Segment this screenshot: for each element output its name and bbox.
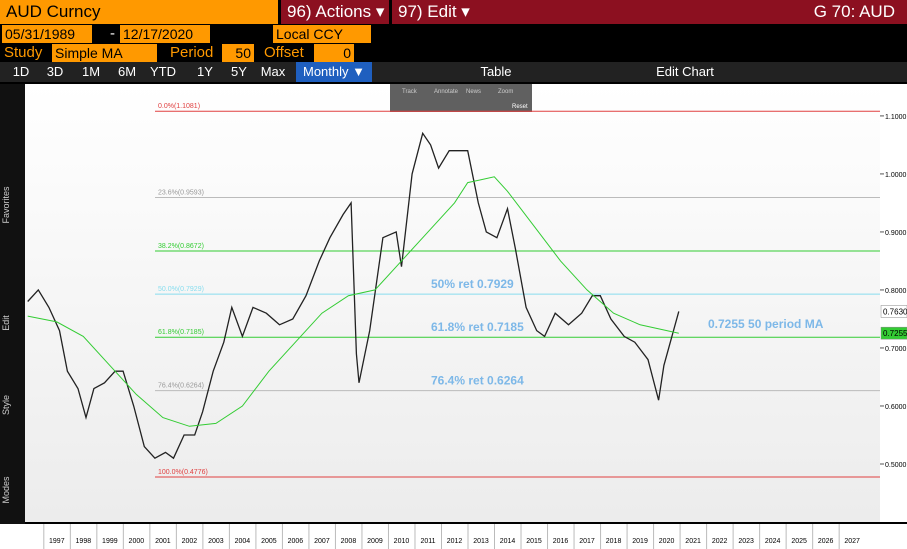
range-button[interactable]: 1M bbox=[81, 64, 101, 79]
x-tick-label: 2007 bbox=[314, 538, 330, 545]
x-tick-label: 2008 bbox=[341, 538, 357, 545]
x-tick-label: 1997 bbox=[49, 538, 65, 545]
start-date[interactable]: 05/31/1989 bbox=[2, 25, 92, 43]
fib-label: 23.6%(0.9593) bbox=[158, 190, 204, 197]
moving-average bbox=[27, 176, 679, 427]
x-tick-label: 2001 bbox=[155, 538, 171, 545]
value-tag bbox=[880, 326, 907, 340]
x-tick-label: 2026 bbox=[818, 538, 834, 545]
annotation: 50% ret 0.7929 bbox=[431, 277, 514, 291]
frequency[interactable]: Monthly ▼ bbox=[296, 62, 372, 82]
offset[interactable]: 0 bbox=[314, 44, 354, 62]
range-button[interactable]: 1D bbox=[12, 64, 30, 79]
x-tick-label: 2004 bbox=[235, 538, 251, 545]
fib-label: 50.0%(0.7929) bbox=[158, 286, 204, 293]
y-tick-label: 0.6000 bbox=[885, 404, 907, 411]
sidebar-label: Style bbox=[1, 395, 11, 416]
reset-button: Reset bbox=[512, 104, 528, 110]
range-button[interactable]: 5Y bbox=[231, 64, 247, 79]
range-button[interactable]: 6M bbox=[117, 64, 137, 79]
x-axis-area bbox=[0, 524, 907, 549]
fib-label: 61.8%(0.7185) bbox=[158, 329, 204, 336]
security[interactable]: AUD Curncy bbox=[0, 0, 278, 24]
x-tick-label: 2003 bbox=[208, 538, 224, 545]
price-line bbox=[27, 131, 680, 460]
x-tick-label: 2023 bbox=[738, 538, 754, 545]
dash: - bbox=[110, 25, 115, 42]
sidebar-label: Edit bbox=[1, 315, 11, 331]
plot-area bbox=[25, 84, 880, 522]
x-tick-label: 2018 bbox=[606, 538, 622, 545]
x-tick-label: 2002 bbox=[182, 538, 198, 545]
annotation: 76.4% ret 0.6264 bbox=[431, 374, 524, 388]
x-tick-label: 2006 bbox=[288, 538, 304, 545]
x-tick-label: 2011 bbox=[420, 538, 435, 545]
range-button[interactable]: Max bbox=[260, 64, 286, 79]
range-bar bbox=[0, 62, 907, 82]
x-tick-label: 2014 bbox=[500, 538, 516, 545]
x-tick-label: 2015 bbox=[526, 538, 542, 545]
y-axis-area bbox=[880, 84, 907, 522]
actions-menu[interactable]: 96) Actions ▾ bbox=[281, 0, 389, 24]
x-tick-label: 2009 bbox=[367, 538, 383, 545]
y-tick-label: 0.8000 bbox=[885, 288, 907, 295]
x-tick-label: 2005 bbox=[261, 538, 277, 545]
x-tick-label: 1999 bbox=[102, 538, 118, 545]
range-button[interactable]: YTD bbox=[150, 64, 176, 79]
sidebar-label: Modes bbox=[1, 476, 11, 504]
fib-label: 76.4%(0.6264) bbox=[158, 383, 204, 390]
y-tick-label: 1.1000 bbox=[885, 114, 907, 121]
y-tick-label: 1.0000 bbox=[885, 172, 907, 179]
tool-button: Zoom bbox=[498, 89, 513, 95]
chart-tools bbox=[390, 84, 532, 112]
x-tick-label: 1998 bbox=[76, 538, 92, 545]
tool-button: Track bbox=[402, 89, 418, 95]
table-button[interactable]: Table bbox=[480, 64, 512, 79]
edit-chart[interactable]: Edit Chart bbox=[656, 64, 714, 79]
range-button[interactable]: 3D bbox=[46, 64, 64, 79]
x-tick-label: 2017 bbox=[579, 538, 595, 545]
page-id: G 70: AUD bbox=[504, 0, 907, 24]
value-tag-label: 0.7255 bbox=[883, 329, 907, 338]
offset-label: Offset bbox=[264, 44, 304, 61]
edit-menu[interactable]: 97) Edit ▾ bbox=[392, 0, 504, 24]
x-tick-label: 2016 bbox=[553, 538, 569, 545]
annotation: 0.7255 50 period MA bbox=[708, 317, 824, 331]
sidebar-label: Favorites bbox=[1, 186, 11, 224]
value-tag bbox=[880, 305, 907, 318]
currency[interactable]: Local CCY bbox=[273, 25, 371, 43]
annotation: 61.8% ret 0.7185 bbox=[431, 320, 524, 334]
x-tick-label: 2020 bbox=[659, 538, 675, 545]
x-tick-label: 2019 bbox=[632, 538, 648, 545]
x-tick-label: 2025 bbox=[791, 538, 807, 545]
tool-button: Annotate bbox=[434, 89, 459, 95]
x-tick-label: 2027 bbox=[844, 538, 860, 545]
y-tick-label: 0.7000 bbox=[885, 346, 907, 353]
range-button[interactable]: 1Y bbox=[197, 64, 213, 79]
y-tick-label: 0.9000 bbox=[885, 230, 907, 237]
value-tag-label: 0.7630 bbox=[883, 307, 907, 316]
x-tick-label: 2024 bbox=[765, 538, 781, 545]
period-label: Period bbox=[170, 44, 214, 61]
study-label: Study bbox=[4, 44, 43, 61]
x-tick-label: 2010 bbox=[394, 538, 410, 545]
x-tick-label: 2013 bbox=[473, 538, 489, 545]
tool-button: News bbox=[466, 89, 481, 95]
x-tick-label: 2012 bbox=[447, 538, 463, 545]
period[interactable]: 50 bbox=[222, 44, 254, 62]
x-tick-label: 2000 bbox=[129, 538, 145, 545]
x-tick-label: 2022 bbox=[712, 538, 728, 545]
y-tick-label: 0.5000 bbox=[885, 462, 907, 469]
x-tick-label: 2021 bbox=[685, 538, 701, 545]
fib-label: 38.2%(0.8672) bbox=[158, 243, 204, 250]
fib-label: 0.0%(1.1081) bbox=[158, 103, 200, 110]
fib-label: 100.0%(0.4776) bbox=[158, 469, 208, 476]
sidebar bbox=[0, 84, 25, 524]
end-date[interactable]: 12/17/2020 bbox=[120, 25, 210, 43]
study[interactable]: Simple MA bbox=[52, 44, 157, 62]
